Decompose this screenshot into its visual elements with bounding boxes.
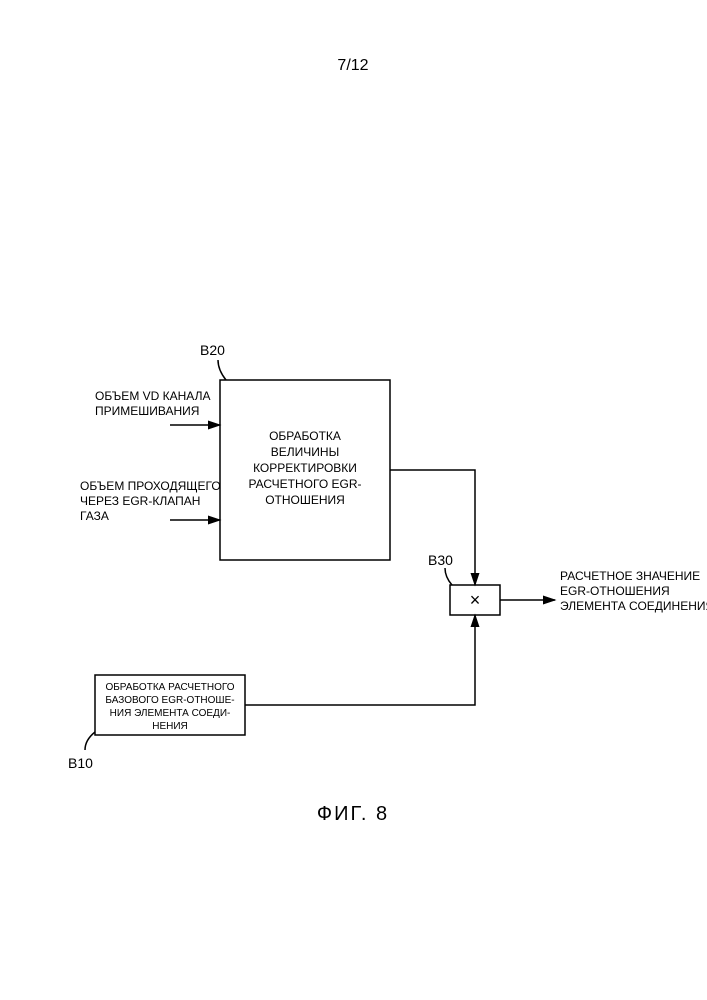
figure-caption: ФИГ. 8 <box>317 803 389 825</box>
in2-line3: ГАЗА <box>80 509 109 523</box>
b20-line3: КОРРЕКТИРОВКИ <box>253 461 357 475</box>
b10-line1: ОБРАБОТКА РАСЧЕТНОГО <box>105 682 234 693</box>
in1-line2: ПРИМЕШИВАНИЯ <box>95 404 199 418</box>
ref-b10: B10 <box>68 755 93 771</box>
in1-line1: ОБЪЕМ VD КАНАЛА <box>95 389 210 403</box>
b10-line3: НИЯ ЭЛЕМЕНТА СОЕДИ- <box>110 708 231 719</box>
block-b20: B20 ОБРАБОТКА ВЕЛИЧИНЫ КОРРЕКТИРОВКИ РАС… <box>200 342 390 560</box>
input-1: ОБЪЕМ VD КАНАЛА ПРИМЕШИВАНИЯ <box>95 389 220 425</box>
ref-b30: B30 <box>428 552 453 568</box>
b20-line4: РАСЧЕТНОГО EGR- <box>248 477 361 491</box>
in2-line1: ОБЪЕМ ПРОХОДЯЩЕГО <box>80 479 221 493</box>
block-b10: B10 ОБРАБОТКА РАСЧЕТНОГО БАЗОВОГО EGR-ОТ… <box>68 675 245 771</box>
b10-line4: НЕНИЯ <box>152 721 188 732</box>
b20-line5: ОТНОШЕНИЯ <box>265 493 345 507</box>
b20-line2: ВЕЛИЧИНЫ <box>271 445 339 459</box>
b30-symbol: × <box>470 590 481 610</box>
out-line1: РАСЧЕТНОЕ ЗНАЧЕНИЕ <box>560 569 700 583</box>
b10-line2: БАЗОВОГО EGR-ОТНОШЕ- <box>105 695 234 706</box>
in2-line2: ЧЕРЕЗ EGR-КЛАПАН <box>80 494 200 508</box>
ref-b20: B20 <box>200 342 225 358</box>
input-2: ОБЪЕМ ПРОХОДЯЩЕГО ЧЕРЕЗ EGR-КЛАПАН ГАЗА <box>80 479 221 523</box>
output-label: РАСЧЕТНОЕ ЗНАЧЕНИЕ EGR-ОТНОШЕНИЯ ЭЛЕМЕНТ… <box>560 569 707 613</box>
edge-b10-b30 <box>245 615 475 705</box>
out-line2: EGR-ОТНОШЕНИЯ <box>560 584 670 598</box>
block-b30: B30 × <box>428 552 500 615</box>
out-line3: ЭЛЕМЕНТА СОЕДИНЕНИЯ <box>560 599 707 613</box>
b20-line1: ОБРАБОТКА <box>269 429 341 443</box>
page-number: 7/12 <box>337 57 368 74</box>
